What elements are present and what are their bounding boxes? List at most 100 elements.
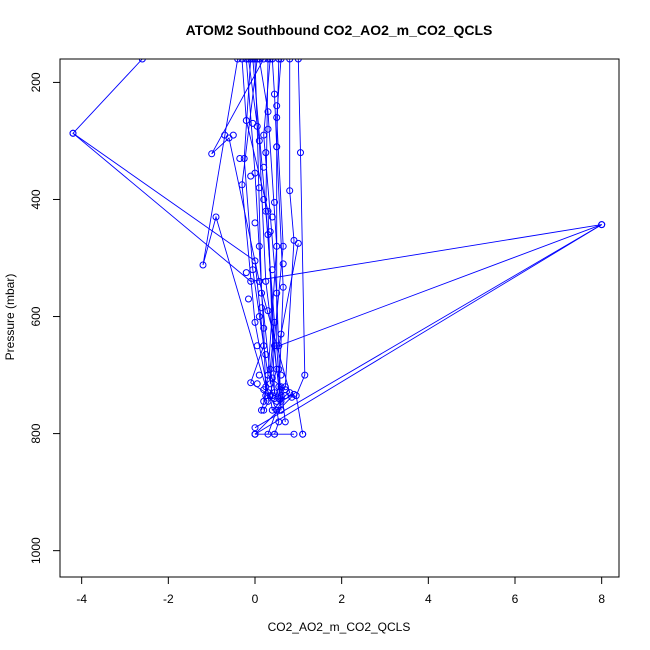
data-point <box>273 342 281 350</box>
data-point <box>279 242 287 250</box>
data-point <box>255 59 263 63</box>
data-point <box>262 207 270 215</box>
data-point <box>229 131 237 139</box>
data-point <box>277 392 285 400</box>
y-tick-label: 200 <box>29 72 43 92</box>
data-point <box>255 242 263 250</box>
data-point <box>253 342 261 350</box>
data-point <box>251 430 259 438</box>
data-point <box>262 277 270 285</box>
series-line-12 <box>265 59 278 402</box>
data-point <box>290 430 298 438</box>
data-point <box>271 90 278 98</box>
data-point <box>598 221 606 229</box>
data-point <box>275 383 283 391</box>
data-point <box>277 59 285 63</box>
data-point <box>255 184 263 192</box>
x-tick-label: 2 <box>338 592 345 606</box>
data-point <box>251 318 259 326</box>
data-point <box>238 181 246 189</box>
x-tick-label: -2 <box>163 592 174 606</box>
data-point <box>277 406 285 414</box>
data-point <box>260 131 268 139</box>
data-point <box>138 59 146 63</box>
data-point <box>281 418 289 426</box>
data-point <box>271 198 278 206</box>
series-line-18 <box>254 224 602 435</box>
data-point <box>273 289 281 297</box>
plot-frame <box>59 58 620 578</box>
data-point <box>258 304 265 312</box>
data-point <box>264 307 272 315</box>
x-tick-label: 6 <box>512 592 519 606</box>
series-line-11 <box>245 59 267 411</box>
data-point <box>258 289 265 297</box>
data-point <box>208 150 216 158</box>
data-point <box>260 196 268 203</box>
data-point <box>247 172 255 180</box>
data-point <box>262 351 270 359</box>
data-point <box>286 59 294 63</box>
data-point <box>247 277 255 285</box>
data-point <box>264 397 272 405</box>
data-point <box>299 430 307 438</box>
points-layer <box>69 59 606 438</box>
data-point <box>247 59 255 63</box>
data-point <box>271 342 278 350</box>
data-point <box>69 129 77 137</box>
data-point <box>253 59 261 63</box>
data-point <box>268 59 276 63</box>
data-point <box>242 59 250 63</box>
data-point <box>260 406 268 414</box>
x-tick-label: -4 <box>76 592 87 606</box>
series-line-19 <box>72 132 602 429</box>
x-tick-label: 0 <box>252 592 259 606</box>
data-point <box>281 386 289 394</box>
x-axis-label: CO2_AO2_m_CO2_QCLS <box>268 620 411 634</box>
data-point <box>275 342 283 350</box>
data-point <box>199 261 207 269</box>
data-point <box>249 266 257 274</box>
data-point <box>251 257 259 265</box>
series-line-16 <box>263 59 282 411</box>
data-point <box>245 295 252 303</box>
data-point <box>253 380 261 388</box>
data-point <box>236 155 244 162</box>
data-point <box>260 324 268 332</box>
y-tick-label: 800 <box>29 423 43 443</box>
data-point <box>275 59 283 63</box>
x-tick-label: 8 <box>598 592 605 606</box>
data-point <box>273 114 281 121</box>
data-point <box>271 318 278 326</box>
y-tick-label: 400 <box>29 189 43 209</box>
data-point <box>264 125 272 133</box>
data-point <box>260 59 268 63</box>
data-point <box>288 393 296 401</box>
data-point <box>297 149 304 157</box>
series-line-14 <box>269 59 284 384</box>
data-point <box>292 392 300 400</box>
data-point <box>255 371 263 379</box>
data-point <box>264 207 272 215</box>
data-point <box>294 59 302 63</box>
chart-title: ATOM2 Southbound CO2_AO2_m_CO2_QCLS <box>186 22 493 38</box>
data-point <box>273 365 281 373</box>
data-point <box>249 119 257 127</box>
x-tick-label: 4 <box>425 592 432 606</box>
y-tick-label: 1000 <box>29 537 43 564</box>
data-point <box>251 59 259 63</box>
data-point <box>221 131 229 139</box>
data-point <box>268 266 276 274</box>
data-point <box>247 379 255 387</box>
data-point <box>277 330 285 338</box>
data-point <box>268 374 276 382</box>
data-point <box>279 260 287 268</box>
data-point <box>266 228 274 236</box>
data-point <box>275 365 283 373</box>
data-point <box>264 59 272 63</box>
data-point <box>251 219 259 227</box>
data-point <box>271 430 278 438</box>
data-point <box>273 406 281 414</box>
data-point <box>238 59 246 63</box>
